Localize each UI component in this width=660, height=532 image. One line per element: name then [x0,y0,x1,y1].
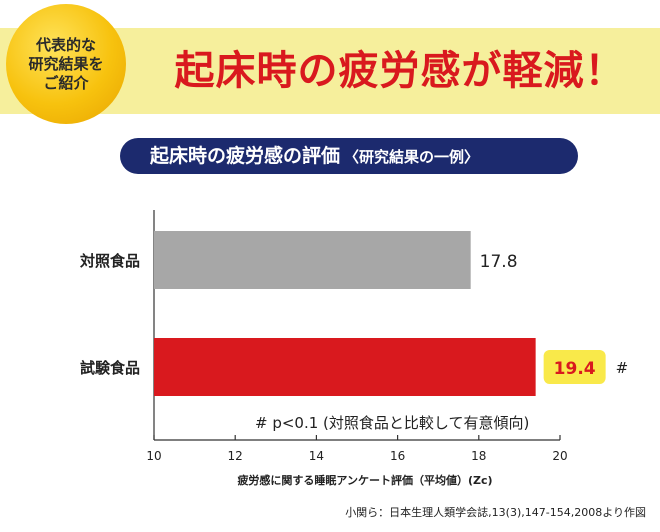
chart-title-pill: 起床時の疲労感の評価 〈研究結果の一例〉 [120,138,578,174]
x-tick-label: 10 [146,449,161,463]
badge-line-1: 代表的な [35,35,96,54]
bar-test [154,338,536,396]
chart-title: 起床時の疲労感の評価 [150,145,341,167]
x-tick-label: 12 [228,449,243,463]
badge-line-2: 研究結果を [28,54,104,73]
bar-control [154,231,471,289]
significance-mark: # [616,359,629,377]
x-tick-label: 16 [390,449,405,463]
x-axis-title: 疲労感に関する睡眠アンケート評価（平均値）(Zc) [237,473,492,487]
category-label: 対照食品 [79,252,140,270]
chart-title-note: 〈研究結果の一例〉 [344,148,480,166]
badge-line-3: ご紹介 [43,73,89,92]
source-citation: 小関ら：日本生理人類学会誌,13(3),147-154,2008より作図 [345,506,646,519]
value-highlight-box [543,350,606,384]
value-label-control: 17.8 [480,252,518,272]
significance-note: # p<0.1 (対照食品と比較して有意傾向) [255,414,529,432]
headline: 起床時の疲労感が軽減！ [174,48,626,94]
x-tick-label: 18 [471,449,486,463]
x-tick-label: 14 [309,449,324,463]
intro-badge: 代表的な 研究結果を ご紹介 [6,4,126,124]
x-tick-label: 20 [552,449,567,463]
value-label-test: 19.4 [554,359,596,379]
category-label: 試験食品 [80,359,140,377]
